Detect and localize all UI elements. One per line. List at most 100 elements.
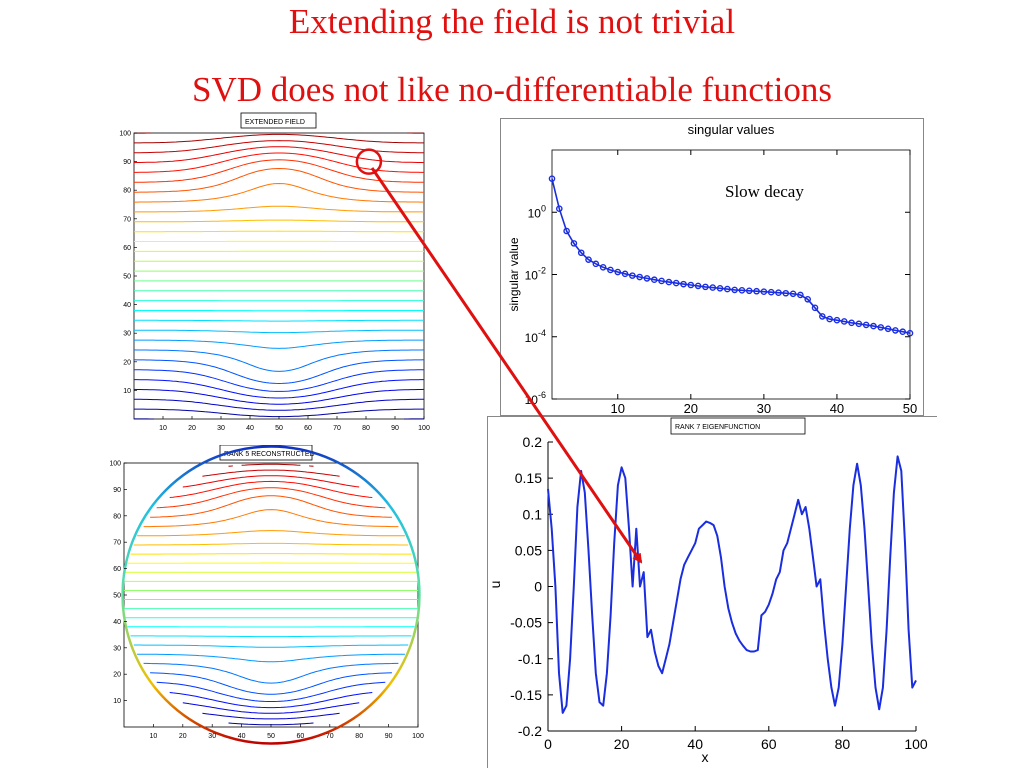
- plot-frame: [133, 132, 425, 420]
- singular-value-point: [702, 283, 709, 291]
- singular-value-point: [789, 290, 797, 298]
- x-tick-label: 50: [275, 425, 283, 432]
- x-tick-label: 100: [418, 425, 430, 432]
- plot-frame: [123, 462, 419, 728]
- contour-line: [143, 662, 399, 684]
- contour-line: [202, 469, 340, 477]
- eigenfunction-line: [547, 455, 917, 714]
- singular-value-point: [658, 277, 665, 285]
- singular-value-point: [848, 319, 855, 327]
- singular-value-point: [680, 280, 687, 288]
- y-tick-label: -0.1: [518, 651, 542, 667]
- singular-value-point: [877, 324, 885, 331]
- x-tick-label: 100: [412, 733, 424, 740]
- y-tick-label: 70: [123, 216, 131, 223]
- y-tick-label: 100: [119, 131, 131, 138]
- contour-line: [156, 487, 386, 509]
- contour-line: [143, 509, 399, 528]
- contour-line: [130, 553, 412, 555]
- contour-line: [156, 681, 386, 702]
- y-tick-label: 80: [113, 513, 121, 520]
- x-tick-label: 20: [684, 401, 698, 416]
- singular-value-point: [753, 287, 760, 295]
- singular-value-point: [870, 322, 877, 330]
- y-tick-label: 0.05: [515, 542, 542, 558]
- slide-title-line-2: SVD does not like no-differentiable func…: [192, 70, 832, 109]
- title-box-frame: [670, 417, 806, 435]
- x-tick-label: 30: [208, 733, 216, 740]
- singular-value-point: [767, 288, 775, 296]
- y-tick-exponent: 0: [541, 203, 546, 213]
- x-tick-label: 10: [611, 401, 625, 416]
- y-tick-label: 30: [113, 645, 121, 652]
- contour-line: [133, 644, 409, 648]
- singular-value-point: [797, 291, 804, 299]
- singular-value-point: [782, 289, 790, 297]
- y-tick-label: 20: [123, 359, 131, 366]
- y-tick-exponent: -2: [538, 266, 546, 276]
- y-tick-exponent: -4: [538, 328, 546, 338]
- x-tick-label: 20: [188, 425, 196, 432]
- contour-line: [228, 463, 314, 467]
- plot-title: singular values: [688, 122, 775, 137]
- title-box-frame: [240, 112, 317, 129]
- singular-value-point: [665, 278, 673, 286]
- y-tick-label: -0.2: [518, 723, 542, 739]
- y-tick-label: 10: [113, 698, 121, 705]
- singular-value-point: [709, 284, 717, 291]
- x-tick-label: 80: [355, 733, 363, 740]
- contour-line: [182, 475, 360, 488]
- singular-value-point: [892, 327, 899, 334]
- singular-value-point: [775, 289, 782, 297]
- singular-value-point: [745, 287, 753, 295]
- y-tick-exponent: -6: [538, 390, 546, 400]
- singular-value-point: [672, 279, 680, 287]
- singular-value-point: [738, 287, 746, 294]
- y-tick-label: 60: [123, 245, 131, 252]
- contour-line: [150, 495, 392, 518]
- plot-title-box: EXTENDED FIELD: [240, 112, 317, 129]
- singular-value-point: [811, 304, 819, 312]
- y-tick-label: 0: [534, 579, 542, 595]
- singular-value-point: [826, 315, 833, 323]
- contour-line: [134, 133, 424, 144]
- y-tick-label: -0.15: [510, 687, 542, 703]
- x-tick-label: 70: [326, 733, 334, 740]
- y-tick-label: 20: [113, 672, 121, 679]
- singular-value-point: [840, 318, 848, 325]
- singular-value-point: [899, 328, 906, 336]
- x-tick-label: 40: [246, 425, 254, 432]
- x-tick-label: 80: [835, 736, 851, 752]
- x-axis-label: x: [702, 749, 709, 765]
- highlight-circle: [355, 148, 383, 175]
- singular-value-point: [819, 313, 826, 320]
- singular-value-point: [906, 329, 914, 337]
- x-tick-label: 20: [614, 736, 630, 752]
- x-tick-label: 70: [333, 425, 341, 432]
- contour-line: [137, 653, 405, 663]
- y-tick-label: 70: [113, 540, 121, 547]
- contour-lines: [124, 463, 418, 726]
- plot-title: EXTENDED FIELD: [245, 119, 305, 126]
- contour-line: [228, 722, 314, 726]
- contour-line: [169, 692, 373, 709]
- x-tick-label: 40: [238, 733, 246, 740]
- singular-value-point: [716, 285, 724, 292]
- x-tick-label: 90: [391, 425, 399, 432]
- singular-value-point: [884, 325, 892, 333]
- x-tick-label: 80: [362, 425, 370, 432]
- y-tick-label: 80: [123, 188, 131, 195]
- y-tick-label: -0.05: [510, 615, 542, 631]
- plot-title: RANK 7 EIGENFUNCTION: [675, 424, 760, 431]
- y-tick-label: 50: [123, 274, 131, 281]
- contour-line: [134, 140, 424, 154]
- singular-value-point: [694, 282, 702, 290]
- x-tick-label: 90: [385, 733, 393, 740]
- contour-line: [150, 672, 392, 695]
- x-tick-label: 60: [761, 736, 777, 752]
- x-tick-label: 0: [544, 736, 552, 752]
- singular-value-point: [804, 295, 812, 303]
- y-tick-label: 40: [123, 302, 131, 309]
